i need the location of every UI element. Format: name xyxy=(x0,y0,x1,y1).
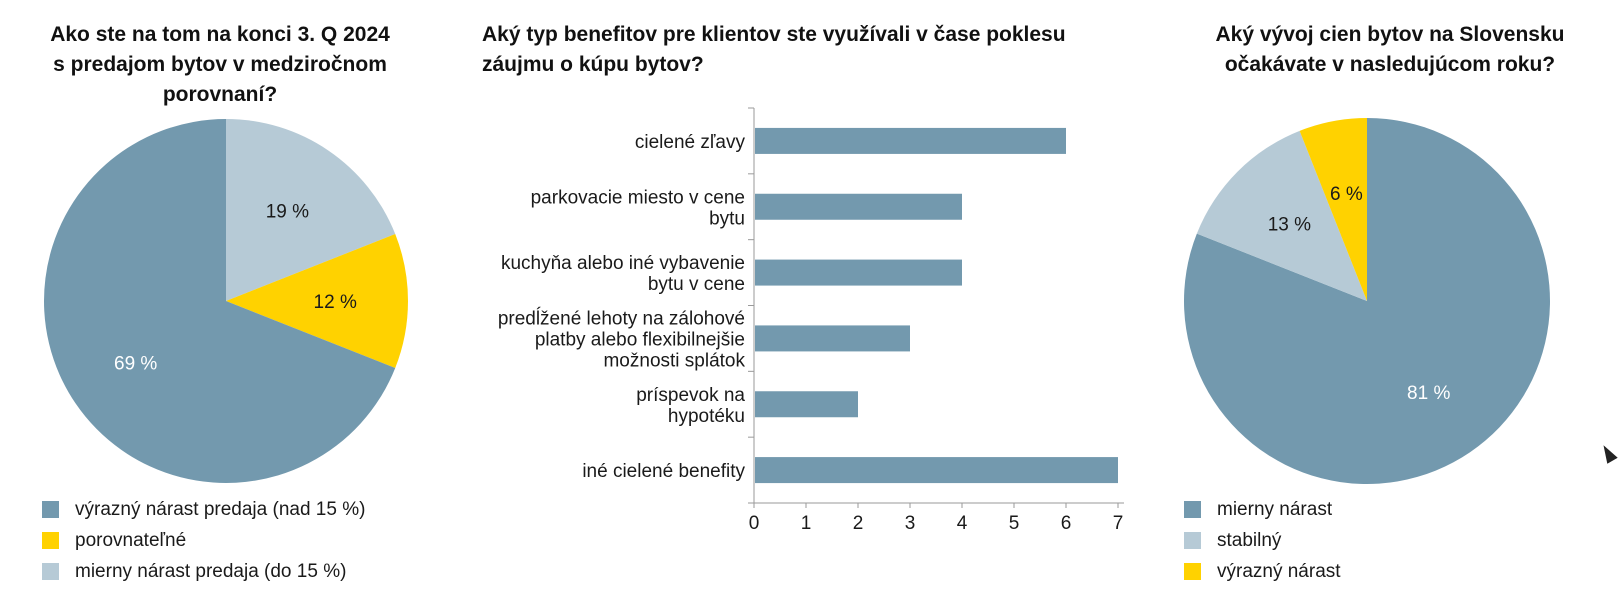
pie-slice-chart1 xyxy=(226,234,409,368)
legend-item: mierny nárast predaja (do 15 %) xyxy=(42,556,365,587)
x-tick-label: 4 xyxy=(957,513,968,534)
chart2-title: Aký typ benefitov pre klientov ste využí… xyxy=(482,20,1142,80)
legend-label: mierny nárast predaja (do 15 %) xyxy=(75,560,347,582)
y-tick-label: parkovacie miesto v cene xyxy=(531,187,745,208)
chart3-title-line: očakávate v nasledujúcom roku? xyxy=(1224,53,1556,76)
y-tick-label: cielené zľavy xyxy=(635,132,746,153)
pie-data-label: 69 % xyxy=(114,353,157,374)
x-tick-label: 7 xyxy=(1113,513,1124,534)
legend-swatch xyxy=(42,532,59,549)
legend-label: výrazný nárast predaja (nad 15 %) xyxy=(75,498,366,520)
chart3-title-line: Aký vývoj cien bytov na Slovensku xyxy=(1215,23,1565,46)
legend-label: výrazný nárast xyxy=(1217,560,1341,582)
pie-data-label: 19 % xyxy=(266,202,309,223)
bar xyxy=(755,391,858,418)
pie-data-label: 13 % xyxy=(1268,214,1311,235)
x-tick-label: 1 xyxy=(801,513,812,534)
pie-slice-chart3 xyxy=(1196,130,1367,301)
pie-data-label: 12 % xyxy=(314,292,357,313)
chart3-legend: mierny nárast stabilný výrazný nárast xyxy=(1184,494,1341,587)
x-tick-label: 6 xyxy=(1061,513,1072,534)
legend-item: mierny nárast xyxy=(1184,494,1341,525)
legend-swatch xyxy=(42,501,59,518)
chart2-title-line: záujmu o kúpu bytov? xyxy=(482,53,704,76)
bar xyxy=(755,325,910,352)
legend-swatch xyxy=(1184,501,1201,518)
y-tick-label: iné cielené benefity xyxy=(582,461,745,482)
y-tick-label: predĺžené lehoty na zálohové xyxy=(498,307,745,329)
pie-data-label: 81 % xyxy=(1407,383,1450,404)
chart1-legend: výrazný nárast predaja (nad 15 %) porovn… xyxy=(42,494,365,587)
bar xyxy=(755,193,962,220)
bar xyxy=(755,127,1066,154)
chart2-title-line: Aký typ benefitov pre klientov ste využí… xyxy=(482,23,1066,46)
x-tick-label: 5 xyxy=(1009,513,1020,534)
x-tick-label: 0 xyxy=(749,513,760,534)
chart1-title-line: s predajom bytov v medziročnom xyxy=(53,53,387,76)
y-tick-label: bytu xyxy=(709,208,745,229)
y-tick-label: možnosti splátok xyxy=(603,350,745,371)
x-tick-label: 3 xyxy=(905,513,916,534)
legend-label: stabilný xyxy=(1217,529,1282,551)
legend-item: výrazný nárast predaja (nad 15 %) xyxy=(42,494,365,525)
pie-slice-chart1 xyxy=(44,119,396,483)
x-tick-label: 2 xyxy=(853,513,864,534)
bar xyxy=(755,259,962,286)
chart1-title-line: Ako ste na tom na konci 3. Q 2024 xyxy=(50,23,390,46)
pie-slice-chart3 xyxy=(1299,118,1367,301)
chart1-title: Ako ste na tom na konci 3. Q 2024 s pred… xyxy=(20,20,420,110)
legend-label: porovnateľné xyxy=(75,529,187,551)
bar xyxy=(755,457,1118,484)
pie-data-label: 6 % xyxy=(1330,184,1363,205)
legend-item: výrazný nárast xyxy=(1184,556,1341,587)
legend-label: mierny nárast xyxy=(1217,498,1333,520)
chart1-title-line: porovnaní? xyxy=(162,83,278,106)
legend-item: porovnateľné xyxy=(42,525,365,556)
y-tick-label: hypotéku xyxy=(668,406,745,427)
chart3-title: Aký vývoj cien bytov na Slovensku očakáv… xyxy=(1180,20,1600,80)
y-tick-label: kuchyňa alebo iné vybavenie xyxy=(501,253,745,274)
legend-swatch xyxy=(1184,532,1201,549)
pie-slice-chart1 xyxy=(226,119,396,301)
legend-item: stabilný xyxy=(1184,525,1341,556)
y-tick-label: bytu v cene xyxy=(648,274,745,295)
y-tick-label: príspevok na xyxy=(636,385,745,406)
legend-swatch xyxy=(1184,563,1201,580)
legend-swatch xyxy=(42,563,59,580)
y-tick-label: platby alebo flexibilnejšie xyxy=(535,329,745,350)
